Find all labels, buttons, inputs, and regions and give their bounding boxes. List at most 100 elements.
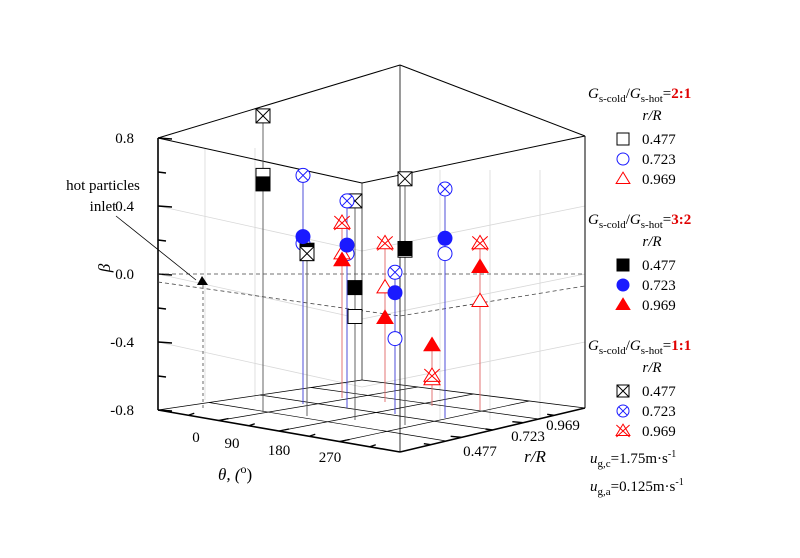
- legend-sub-hot: s-hot: [641, 219, 663, 231]
- legend-marker: [616, 132, 630, 146]
- data-point: [397, 171, 413, 187]
- legend-marker: [615, 423, 631, 438]
- triangle-mark: [423, 367, 441, 382]
- theta-axis-title: θ, (o): [218, 462, 252, 484]
- inlet-arrow-icon: [197, 276, 208, 285]
- z-tick: [157, 375, 167, 378]
- legend-title: Gs-cold/Gs-hot=2:1: [588, 86, 691, 105]
- z-tick-labels: 0.8 0.4 0.0 -0.4 -0.8: [110, 131, 134, 419]
- legend-label: 0.477: [642, 132, 676, 148]
- data-point: [333, 214, 351, 231]
- legend-g: G: [588, 338, 599, 354]
- legend-marker: [616, 152, 630, 166]
- circle-mark: [295, 229, 311, 245]
- cross-mark: [618, 406, 628, 416]
- circle-mark: [616, 278, 630, 292]
- square-mark: [397, 241, 413, 256]
- cross-mark: [616, 424, 630, 438]
- legend-rR: r/R: [642, 108, 661, 124]
- cross-mark: [376, 236, 394, 251]
- legend-g: G: [630, 86, 641, 102]
- legend-rR: r/R: [642, 360, 661, 376]
- data-point: [376, 309, 394, 325]
- data-point: [437, 246, 453, 262]
- data-point: [437, 181, 453, 197]
- circle-mark: [437, 230, 453, 246]
- theta-tick-label: 90: [225, 436, 240, 452]
- grid-line: [157, 205, 363, 252]
- legend-g: G: [588, 212, 599, 228]
- condition-text: ug,c=1.75m·s-1: [590, 449, 676, 470]
- triangle-mark: [615, 171, 631, 185]
- cross-mark: [255, 108, 271, 124]
- circle-mark: [437, 246, 453, 262]
- triangle-mark: [376, 309, 394, 325]
- data-point: [339, 193, 355, 209]
- circle-mark: [387, 285, 403, 301]
- data-point: [423, 336, 441, 352]
- triangle-mark: [333, 251, 351, 267]
- z-tick: [157, 239, 167, 242]
- cross-mark: [299, 246, 315, 261]
- triangle-mark: [423, 336, 441, 352]
- cross-mark: [439, 183, 451, 195]
- legend-g: G: [630, 212, 641, 228]
- condition-value: =0.125m·s: [611, 479, 676, 495]
- legend-label: 0.477: [642, 384, 676, 400]
- data-point: [387, 264, 403, 280]
- circle-mark: [616, 152, 630, 166]
- legend-sub-hot: s-hot: [641, 345, 663, 357]
- square-mark: [347, 309, 363, 324]
- legend-eq: =: [663, 338, 671, 354]
- stems: [262, 115, 481, 425]
- z-axis-title: β: [95, 263, 114, 273]
- condition-sub: g,a: [598, 486, 611, 498]
- data-point: [376, 234, 394, 251]
- theta-tick: [248, 423, 255, 427]
- grid-line: [361, 341, 586, 388]
- condition-exp: -1: [675, 477, 683, 488]
- legend-ratio: 2:1: [671, 86, 691, 102]
- r-tick: [485, 428, 493, 431]
- z-tick-label: 0.8: [115, 131, 134, 147]
- legend-label: 0.723: [642, 278, 676, 294]
- triangle-mark: [615, 423, 631, 437]
- grid-line: [157, 341, 363, 388]
- legend-label: 0.723: [642, 152, 676, 168]
- r-tick-label: 0.723: [511, 429, 545, 445]
- theta-tick: [278, 428, 290, 432]
- condition-value: =1.75m·s: [611, 451, 668, 467]
- triangle-mark: [376, 234, 394, 250]
- cross-mark: [341, 195, 353, 207]
- data-point: [347, 280, 363, 296]
- cross-mark: [389, 267, 401, 278]
- legend-slash: /: [626, 338, 631, 354]
- cross-mark: [297, 170, 309, 181]
- z-tick-label: 0.4: [115, 199, 134, 215]
- cross-mark: [397, 171, 413, 187]
- z-tick: [157, 307, 167, 310]
- legend-marker: [616, 384, 630, 398]
- legend-marker: [616, 278, 630, 292]
- legend-label: 0.969: [642, 298, 676, 314]
- annotation-line2: inlet: [90, 199, 117, 215]
- annotation-line1: hot particles: [66, 178, 140, 194]
- legend-title: Gs-cold/Gs-hot=3:2: [588, 212, 691, 231]
- cross-mark: [333, 215, 351, 231]
- box-edge: [157, 137, 363, 184]
- triangle-mark: [615, 297, 631, 311]
- data-point: [333, 251, 351, 267]
- cross-mark: [616, 384, 630, 398]
- circle-mark: [387, 331, 403, 347]
- axis-box: [157, 64, 586, 453]
- r-tick: [423, 442, 431, 446]
- legend-marker: [616, 258, 630, 272]
- z-tick: [157, 205, 173, 208]
- cross-mark: [423, 368, 441, 384]
- z-tick-label: -0.8: [110, 403, 134, 419]
- condition-sub: g,c: [598, 458, 611, 470]
- legend-label: 0.723: [642, 404, 676, 420]
- data-point: [255, 108, 271, 124]
- floor-grid-line: [259, 394, 493, 431]
